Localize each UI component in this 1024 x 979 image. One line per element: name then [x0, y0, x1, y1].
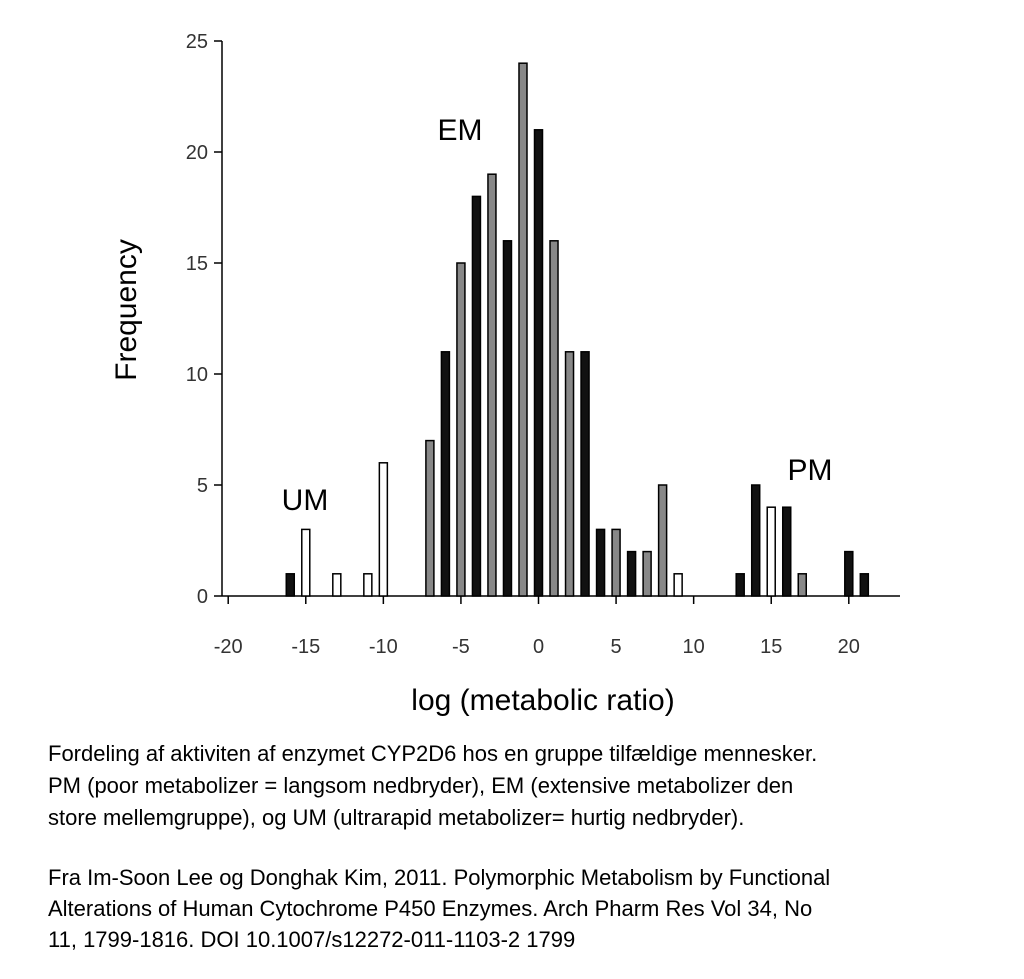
- x-tick-label: -5: [452, 636, 470, 658]
- bar: [549, 240, 559, 597]
- x-tick-label: 0: [533, 636, 544, 658]
- x-tick-label: 10: [683, 636, 705, 658]
- chart: log (metabolic ratio) Frequency 0 5 10 15 20…: [110, 31, 900, 717]
- bar: [440, 351, 451, 597]
- y-tick-label: 15: [186, 253, 208, 275]
- annotation: EM: [438, 114, 483, 147]
- y-tick-label: 20: [186, 142, 208, 164]
- bar: [859, 573, 870, 597]
- caption-line: 11, 1799-1816. DOI 10.1007/s12272-011-11…: [48, 927, 576, 952]
- x-tick-label: 20: [838, 636, 860, 658]
- bar: [657, 484, 668, 597]
- caption-line: Alterations of Human Cytochrome P450 Enz…: [48, 896, 813, 921]
- caption-line: store mellemgruppe), og UM (ultrarapid m…: [48, 805, 745, 830]
- bar: [564, 351, 575, 597]
- caption-line: Fra Im-Soon Lee og Donghak Kim, 2011. Po…: [48, 865, 831, 890]
- bar: [363, 573, 373, 597]
- bar: [844, 550, 854, 597]
- bar: [301, 528, 311, 597]
- bar: [533, 129, 544, 597]
- bar: [750, 484, 761, 597]
- caption-line: Fordeling af aktiviten af enzymet CYP2D6…: [48, 741, 818, 766]
- bar: [673, 573, 683, 597]
- caption-line: PM (poor metabolizer = langsom nedbryder…: [48, 773, 794, 798]
- bar: [626, 550, 637, 597]
- x-tick-label: -15: [291, 636, 320, 658]
- bar: [595, 528, 606, 597]
- bar: [611, 528, 621, 597]
- caption-source: Fra Im-Soon Lee og Donghak Kim, 2011. Po…: [48, 862, 830, 955]
- y-tick-label: 10: [186, 364, 208, 386]
- bar: [471, 195, 482, 597]
- bar: [580, 351, 590, 597]
- bar: [797, 573, 808, 597]
- annotation: UM: [282, 484, 329, 517]
- annotation: PM: [788, 454, 833, 487]
- x-axis-label: log (metabolic ratio): [411, 684, 674, 717]
- x-tick-label: -20: [214, 636, 243, 658]
- y-tick-label: 0: [197, 586, 208, 608]
- x-tick-label: -10: [369, 636, 398, 658]
- bar: [518, 62, 528, 597]
- bar: [285, 573, 296, 597]
- bar: [766, 506, 776, 597]
- bar: [642, 550, 652, 597]
- y-axis-label: Frequency: [110, 239, 143, 381]
- x-tick-label: 5: [611, 636, 622, 658]
- bar: [735, 573, 745, 597]
- bar: [378, 462, 389, 597]
- bar: [332, 573, 342, 597]
- y-tick-label: 25: [186, 31, 208, 53]
- x-tick-label: 15: [760, 636, 782, 658]
- bar: [456, 262, 466, 597]
- bar: [502, 240, 513, 597]
- caption-description: Fordeling af aktiviten af enzymet CYP2D6…: [48, 738, 817, 834]
- y-tick-label: 5: [197, 475, 208, 497]
- bar: [425, 439, 435, 597]
- bar: [781, 506, 792, 597]
- bar: [487, 173, 497, 597]
